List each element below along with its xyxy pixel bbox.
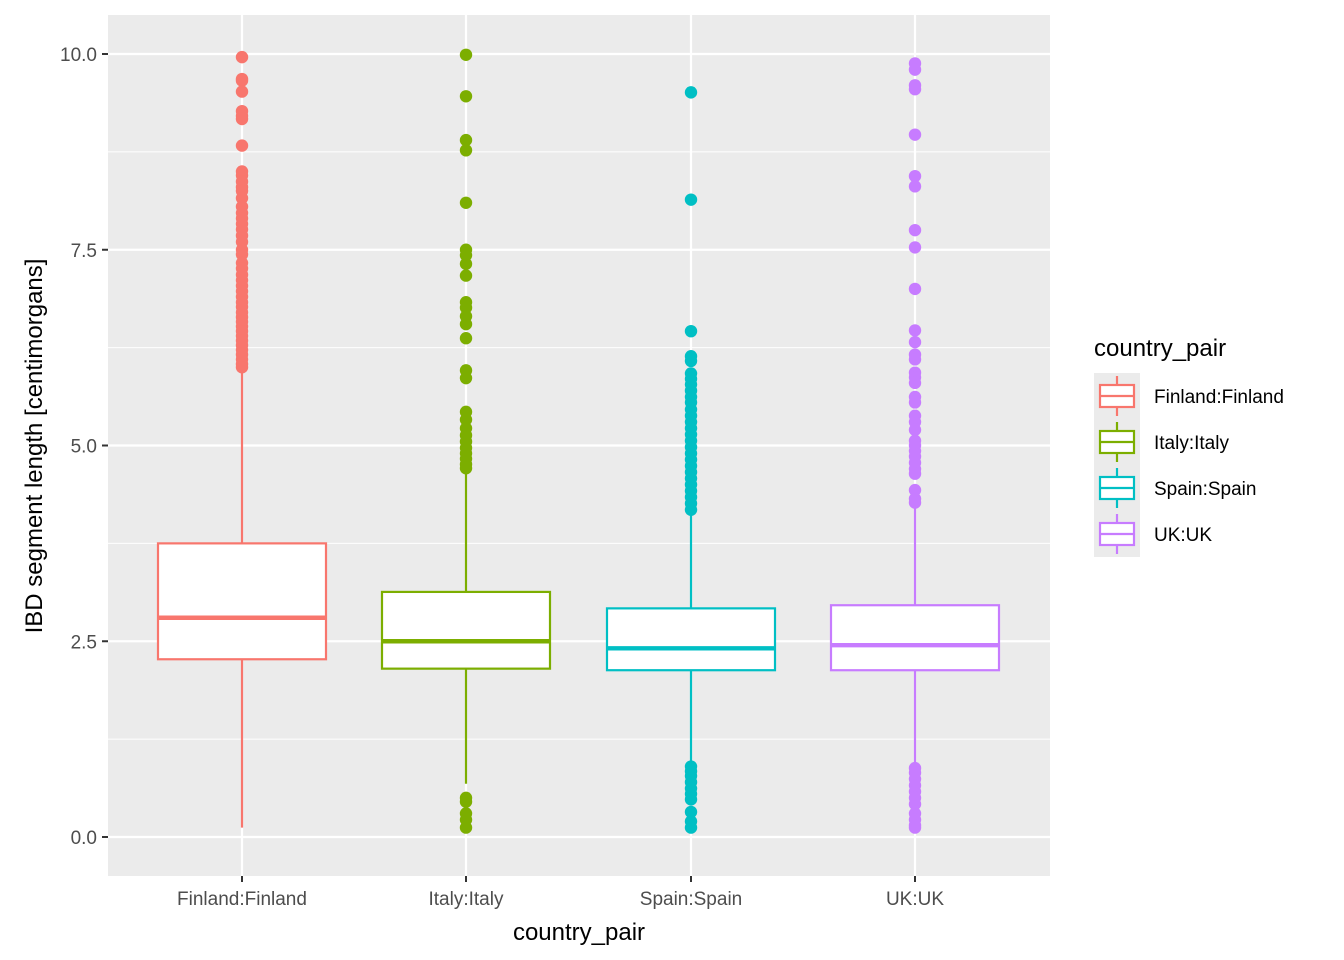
outlier-point: [459, 413, 473, 426]
outlier-point: [908, 821, 922, 834]
legend-item: UK:UK: [1094, 511, 1212, 557]
x-tick-label: Finland:Finland: [177, 889, 307, 910]
outlier-point: [235, 361, 249, 374]
outlier-point: [459, 48, 473, 61]
legend-label: Italy:Italy: [1154, 433, 1229, 454]
outlier-point: [908, 335, 922, 349]
box-iqr: [380, 590, 552, 670]
outlier-point: [459, 371, 473, 385]
outlier-point: [684, 503, 698, 516]
outlier-point: [459, 144, 473, 157]
outlier-point: [684, 821, 698, 834]
outlier-point: [459, 821, 473, 834]
outlier-point: [684, 805, 698, 819]
outlier-point: [235, 50, 249, 64]
legend-label: UK:UK: [1154, 525, 1212, 546]
y-tick-label: 10.0: [60, 45, 97, 66]
x-axis: Finland:Finland Italy:Italy Spain:Spain UK:…: [177, 876, 944, 910]
y-tick-label: 0.0: [71, 828, 97, 849]
x-tick-label: Spain:Spain: [640, 889, 742, 910]
y-axis: 0.0 2.5 5.0 7.5 10.0: [60, 45, 108, 849]
boxes-layer: [156, 48, 1001, 834]
y-tick-label: 7.5: [71, 241, 97, 262]
outlier-point: [459, 795, 473, 808]
outlier-point: [459, 317, 473, 331]
legend-label: Finland:Finland: [1154, 387, 1284, 408]
outlier-point: [908, 797, 922, 811]
outlier-point: [459, 249, 473, 262]
outlier-point: [235, 139, 249, 152]
outlier-point: [459, 90, 473, 103]
outlier-point: [908, 353, 922, 366]
legend-item: Italy:Italy: [1094, 419, 1229, 465]
legend-item: Finland:Finland: [1094, 373, 1284, 419]
box-group: [156, 50, 328, 828]
outlier-point: [684, 324, 698, 338]
y-tick-label: 5.0: [71, 437, 97, 458]
outlier-point: [459, 196, 473, 209]
outlier-point: [908, 83, 922, 96]
outlier-point: [908, 241, 922, 254]
outlier-point: [459, 257, 473, 271]
legend-label: Spain:Spain: [1154, 479, 1256, 500]
outlier-point: [459, 462, 473, 475]
outlier-point: [235, 85, 249, 98]
outlier-point: [459, 301, 473, 314]
box-group: [380, 48, 552, 834]
outlier-point: [684, 793, 698, 806]
outlier-point: [684, 86, 698, 99]
box-group: [829, 57, 1001, 834]
outlier-point: [684, 354, 698, 368]
outlier-point: [908, 376, 922, 390]
x-axis-title: country_pair: [513, 919, 645, 946]
outlier-point: [235, 191, 249, 205]
outlier-point: [684, 193, 698, 206]
x-tick-label: Italy:Italy: [429, 889, 504, 910]
outlier-point: [459, 269, 473, 282]
outlier-point: [908, 423, 922, 437]
legend-item: Spain:Spain: [1094, 465, 1256, 511]
outlier-point: [235, 112, 249, 126]
outlier-point: [235, 74, 249, 87]
box-group: [605, 86, 777, 834]
legend-title: country_pair: [1094, 335, 1226, 362]
outlier-point: [908, 128, 922, 141]
outlier-point: [908, 483, 922, 497]
outlier-point: [908, 180, 922, 193]
y-axis-title: IBD segment length [centimorgans]: [21, 259, 48, 634]
outlier-point: [908, 324, 922, 337]
outlier-point: [908, 223, 922, 237]
outlier-point: [908, 467, 922, 480]
outlier-point: [908, 63, 922, 76]
outlier-point: [908, 169, 922, 183]
outlier-point: [908, 396, 922, 409]
outlier-point: [908, 282, 922, 296]
outlier-point: [459, 332, 473, 345]
outlier-point: [459, 133, 473, 147]
outlier-point: [235, 248, 249, 261]
x-tick-label: UK:UK: [886, 889, 944, 910]
box-iqr: [829, 604, 1001, 672]
legend: country_pair Finland:Finland Italy:Italy S…: [1094, 335, 1284, 557]
y-tick-label: 2.5: [71, 632, 97, 653]
box-iqr: [605, 607, 777, 672]
box-iqr: [156, 542, 328, 661]
outlier-point: [908, 496, 922, 509]
